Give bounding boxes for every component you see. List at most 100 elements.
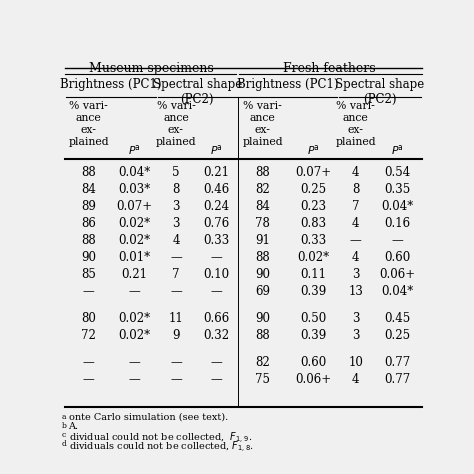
Text: 7: 7 <box>172 268 180 281</box>
Text: 0.60: 0.60 <box>300 356 326 369</box>
Text: 88: 88 <box>255 329 270 342</box>
Text: onte Carlo simulation (see text).: onte Carlo simulation (see text). <box>69 413 228 421</box>
Text: c: c <box>62 431 66 439</box>
Text: 0.25: 0.25 <box>300 183 326 196</box>
Text: 10: 10 <box>348 356 363 369</box>
Text: —: — <box>210 356 222 369</box>
Text: —: — <box>83 373 95 386</box>
Text: 8: 8 <box>352 183 359 196</box>
Text: 0.03*: 0.03* <box>118 183 151 196</box>
Text: 0.01*: 0.01* <box>118 251 150 264</box>
Text: 80: 80 <box>81 312 96 325</box>
Text: —: — <box>210 285 222 298</box>
Text: 0.83: 0.83 <box>300 217 326 230</box>
Text: 4: 4 <box>172 234 180 247</box>
Text: $\it{P}$$^{\rm{a}}$: $\it{P}$$^{\rm{a}}$ <box>210 143 222 157</box>
Text: 11: 11 <box>169 312 183 325</box>
Text: $\it{P}$$^{\rm{a}}$: $\it{P}$$^{\rm{a}}$ <box>391 143 404 157</box>
Text: Fresh feathers: Fresh feathers <box>283 62 376 75</box>
Text: b: b <box>62 422 66 430</box>
Text: 0.06+: 0.06+ <box>295 373 331 386</box>
Text: 4: 4 <box>352 217 359 230</box>
Text: —: — <box>170 251 182 264</box>
Text: Spectral shape
(PC2): Spectral shape (PC2) <box>153 78 242 106</box>
Text: 0.07+: 0.07+ <box>295 166 331 179</box>
Text: 86: 86 <box>81 217 96 230</box>
Text: $\it{P}$$^{\rm{a}}$: $\it{P}$$^{\rm{a}}$ <box>307 143 319 157</box>
Text: 3: 3 <box>352 312 359 325</box>
Text: 0.02*: 0.02* <box>118 329 150 342</box>
Text: 13: 13 <box>348 285 363 298</box>
Text: 0.32: 0.32 <box>203 329 229 342</box>
Text: % vari-
ance
ex-
plained: % vari- ance ex- plained <box>68 101 109 147</box>
Text: Spectral shape
(PC2): Spectral shape (PC2) <box>336 78 425 106</box>
Text: 75: 75 <box>255 373 270 386</box>
Text: 88: 88 <box>82 166 96 179</box>
Text: 0.16: 0.16 <box>384 217 410 230</box>
Text: —: — <box>170 356 182 369</box>
Text: —: — <box>210 251 222 264</box>
Text: 0.25: 0.25 <box>384 329 410 342</box>
Text: 0.77: 0.77 <box>384 373 410 386</box>
Text: 88: 88 <box>82 234 96 247</box>
Text: 84: 84 <box>255 200 270 213</box>
Text: 3: 3 <box>352 329 359 342</box>
Text: 0.76: 0.76 <box>203 217 229 230</box>
Text: 3: 3 <box>172 217 180 230</box>
Text: 0.11: 0.11 <box>300 268 326 281</box>
Text: % vari-
ance
ex-
plained: % vari- ance ex- plained <box>155 101 196 147</box>
Text: 82: 82 <box>255 356 270 369</box>
Text: —: — <box>392 234 403 247</box>
Text: 0.50: 0.50 <box>300 312 326 325</box>
Text: dividual could not be collected,  $F_{1,9}$.: dividual could not be collected, $F_{1,9… <box>69 431 252 446</box>
Text: 0.02*: 0.02* <box>118 217 150 230</box>
Text: 0.39: 0.39 <box>300 329 326 342</box>
Text: —: — <box>128 285 140 298</box>
Text: 0.04*: 0.04* <box>382 285 414 298</box>
Text: 82: 82 <box>255 183 270 196</box>
Text: 8: 8 <box>172 183 180 196</box>
Text: 90: 90 <box>255 312 270 325</box>
Text: —: — <box>210 373 222 386</box>
Text: 0.06+: 0.06+ <box>380 268 416 281</box>
Text: Brightness (PC1): Brightness (PC1) <box>60 78 162 91</box>
Text: a: a <box>62 413 66 420</box>
Text: —: — <box>83 285 95 298</box>
Text: 0.66: 0.66 <box>203 312 229 325</box>
Text: 85: 85 <box>81 268 96 281</box>
Text: 0.39: 0.39 <box>300 285 326 298</box>
Text: 7: 7 <box>352 200 359 213</box>
Text: 0.02*: 0.02* <box>118 312 150 325</box>
Text: 5: 5 <box>172 166 180 179</box>
Text: —: — <box>170 285 182 298</box>
Text: 90: 90 <box>81 251 96 264</box>
Text: —: — <box>170 373 182 386</box>
Text: dividuals could not be collected, $F_{1,8}$.: dividuals could not be collected, $F_{1,… <box>69 440 254 456</box>
Text: —: — <box>350 234 362 247</box>
Text: A.: A. <box>69 422 79 431</box>
Text: 9: 9 <box>172 329 180 342</box>
Text: 0.46: 0.46 <box>203 183 229 196</box>
Text: 3: 3 <box>352 268 359 281</box>
Text: 69: 69 <box>255 285 270 298</box>
Text: 0.33: 0.33 <box>203 234 229 247</box>
Text: 0.21: 0.21 <box>203 166 229 179</box>
Text: d: d <box>62 440 66 448</box>
Text: 0.54: 0.54 <box>384 166 410 179</box>
Text: 89: 89 <box>81 200 96 213</box>
Text: 0.07+: 0.07+ <box>116 200 153 213</box>
Text: —: — <box>83 356 95 369</box>
Text: 88: 88 <box>255 251 270 264</box>
Text: Museum specimens: Museum specimens <box>89 62 214 75</box>
Text: 88: 88 <box>255 166 270 179</box>
Text: 0.23: 0.23 <box>300 200 326 213</box>
Text: 4: 4 <box>352 251 359 264</box>
Text: 0.35: 0.35 <box>384 183 410 196</box>
Text: 84: 84 <box>81 183 96 196</box>
Text: —: — <box>128 373 140 386</box>
Text: 90: 90 <box>255 268 270 281</box>
Text: % vari-
ance
ex-
plained: % vari- ance ex- plained <box>242 101 283 147</box>
Text: 0.33: 0.33 <box>300 234 326 247</box>
Text: 4: 4 <box>352 166 359 179</box>
Text: 0.02*: 0.02* <box>297 251 329 264</box>
